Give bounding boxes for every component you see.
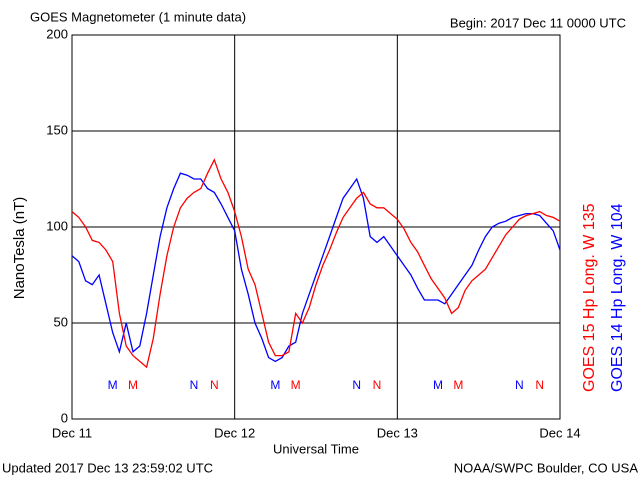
local-time-marker: N [515, 378, 524, 392]
y-axis-label: NanoTesla (nT) [11, 197, 28, 300]
local-time-marker: M [433, 378, 443, 392]
x-tick-label: Dec 13 [377, 425, 418, 440]
footer-left: Updated 2017 Dec 13 23:59:02 UTC [2, 460, 213, 475]
y-tick-label: 0 [61, 410, 68, 425]
local-time-marker: N [352, 378, 361, 392]
data-line [71, 158, 561, 369]
x-axis-label: Universal Time [273, 441, 359, 456]
y-tick-label: 150 [46, 122, 68, 137]
plot-frame [71, 34, 561, 420]
y-tick-label: 50 [54, 314, 68, 329]
begin-label: Begin: 2017 Dec 11 0000 UTC [450, 15, 626, 30]
local-time-marker: M [291, 378, 301, 392]
local-time-marker: N [210, 378, 219, 392]
local-time-marker: M [270, 378, 280, 392]
chart-title: GOES Magnetometer (1 minute data) [30, 9, 246, 24]
x-tick-label: Dec 14 [539, 425, 580, 440]
local-time-marker: N [535, 378, 544, 392]
local-time-marker: M [453, 378, 463, 392]
x-tick-label: Dec 12 [214, 425, 255, 440]
local-time-marker: M [128, 378, 138, 392]
data-line [71, 172, 561, 363]
local-time-marker: N [190, 378, 199, 392]
legend-entry: GOES 14 Hp Long. W 104 [609, 203, 626, 392]
y-tick-label: 100 [46, 218, 68, 233]
x-tick-label: Dec 11 [52, 425, 92, 440]
legend-entry: GOES 15 Hp Long. W 135 [581, 203, 598, 392]
y-tick-label: 200 [46, 26, 68, 41]
footer-right: NOAA/SWPC Boulder, CO USA [454, 460, 639, 475]
local-time-marker: N [373, 378, 382, 392]
local-time-marker: M [108, 378, 118, 392]
